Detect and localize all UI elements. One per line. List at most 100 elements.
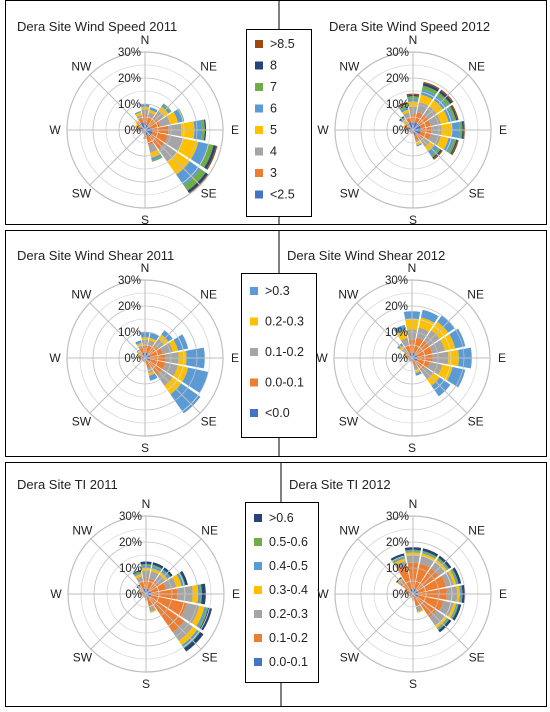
wedge-NNE-0 — [413, 122, 418, 130]
wedge-NNW-2 — [394, 560, 407, 570]
ring-label: 30% — [118, 275, 141, 287]
wedge-ENE-5 — [448, 106, 457, 122]
legend-label: 0.3-0.4 — [269, 583, 308, 597]
ring-label: 20% — [385, 301, 408, 313]
legend-swatch — [250, 378, 258, 387]
legend-swatch — [254, 586, 262, 594]
ring-label: 10% — [118, 99, 141, 111]
wedge-ESE-1 — [151, 131, 168, 143]
legend-label: 5 — [270, 123, 277, 137]
wedge-SSE-3 — [148, 371, 155, 376]
wedge-ENE-3 — [172, 574, 182, 588]
legend-label: 0.0-0.1 — [265, 376, 304, 390]
direction-label-NW: NW — [338, 287, 359, 301]
wedge-WNW-2 — [404, 125, 407, 129]
wind-rose-4: N NE E SE S SW W NW 0% 10% 20% 30% — [50, 497, 240, 691]
wedge-NNE-6 — [422, 83, 439, 92]
wind-rose-5: N NE E SE S SW W NW 0% 10% 20% 30% — [317, 497, 507, 691]
wedge-NNW-6 — [132, 569, 141, 575]
wedge-NNW-1 — [405, 345, 411, 354]
wedge-SSE-1 — [146, 596, 153, 607]
wedge-WSW-1 — [142, 594, 144, 597]
wedge-NNE-3 — [151, 568, 160, 575]
ring-label: 20% — [118, 301, 141, 313]
legend-label: 0.4-0.5 — [269, 559, 308, 573]
legend-label: 6 — [270, 102, 277, 116]
chart-title-shear-2012: Dera Site Wind Shear 2012 — [287, 248, 445, 263]
wedge-WNW-1 — [140, 591, 144, 594]
direction-label-SE: SE — [469, 651, 485, 665]
direction-label-NW: NW — [339, 59, 360, 73]
spoke-SE — [412, 129, 469, 186]
spoke-NE — [144, 74, 201, 131]
wedge-WNW-1 — [405, 125, 409, 129]
wedge-ENE-6 — [450, 105, 458, 121]
direction-label-E: E — [231, 123, 239, 137]
legend-swatch — [250, 409, 258, 417]
wedge-ESE-5 — [198, 607, 209, 629]
ring-label: 10% — [119, 563, 142, 575]
wedge-WNW-1 — [405, 589, 411, 594]
wedge-ESE-3 — [438, 364, 453, 381]
ring-label: 0% — [124, 353, 141, 365]
spoke-NW — [357, 538, 414, 595]
direction-label-W: W — [49, 123, 61, 137]
wedge-NNW-7 — [397, 102, 408, 107]
legend-item: 0.5-0.6 — [254, 535, 308, 549]
wedge-ENE-1 — [149, 348, 163, 357]
wedge-NNE-4 — [151, 566, 162, 573]
wedge-NNW-3 — [134, 573, 143, 579]
wedge-NNE-5 — [422, 550, 437, 558]
ring-label: 10% — [386, 99, 409, 111]
wedge-NNW-1 — [139, 347, 144, 354]
wedge-ESE-5 — [199, 144, 214, 168]
wedge-ENE-1 — [419, 120, 431, 129]
legend-item: 4 — [255, 145, 277, 159]
wedge-ENE-0 — [413, 125, 421, 130]
wedge-ENE-3 — [437, 110, 449, 124]
wedge-NNE-3 — [418, 317, 435, 332]
direction-label-SW: SW — [340, 187, 360, 201]
direction-label-NW: NW — [72, 523, 93, 537]
wedge-ESE-4 — [182, 367, 209, 393]
wedge-NNW-0 — [140, 122, 145, 130]
legend-swatch — [255, 190, 263, 199]
wedge-WNW-2 — [138, 354, 141, 357]
chart-title-shear-2011: Dera Site Wind Shear 2011 — [17, 248, 174, 263]
ring-label: 30% — [119, 511, 142, 523]
legend-item: >8.5 — [255, 37, 295, 51]
wedge-ESE-1 — [416, 359, 430, 368]
ring-label: 10% — [118, 327, 141, 339]
direction-label-N: N — [409, 33, 418, 47]
wedge-ESE-2 — [439, 600, 454, 617]
legend-label: 8 — [270, 59, 277, 73]
wedge-NNE-1 — [414, 563, 430, 590]
legend-swatch — [250, 287, 258, 295]
ring-label: 30% — [385, 275, 408, 287]
wind-rose-0: N NE E SE S SW W NW 0% 10% 20% 30% — [49, 33, 239, 227]
direction-label-W: W — [317, 587, 329, 601]
wedge-NNW-4 — [400, 107, 409, 113]
wedge-ESE-3 — [177, 138, 199, 160]
direction-label-N: N — [409, 497, 418, 511]
wedge-NNW-3 — [393, 558, 406, 566]
legend-swatch — [250, 317, 258, 326]
legend-item: 0.0-0.1 — [250, 376, 304, 390]
legend-swatch — [255, 83, 263, 91]
direction-label-SE: SE — [468, 415, 484, 429]
wedge-ESE-7 — [451, 139, 459, 156]
ring-label: 0% — [125, 589, 142, 601]
wedge-SSE-2 — [415, 138, 420, 143]
wedge-NNW-4 — [135, 340, 142, 345]
direction-label-S: S — [141, 441, 149, 455]
chart-title-ti-2011: Dera Site TI 2011 — [17, 477, 118, 492]
wedge-SSE-1 — [145, 360, 151, 369]
direction-label-SW: SW — [339, 415, 359, 429]
ring-label: 30% — [386, 47, 409, 59]
wedge-SSW-1 — [142, 360, 145, 362]
direction-label-NE: NE — [200, 59, 217, 73]
wedge-ENE-1 — [416, 346, 433, 357]
wedge-ESE-4 — [196, 606, 207, 628]
wedge-ESE-6 — [452, 604, 462, 621]
wedge-ENE-7 — [451, 104, 459, 121]
